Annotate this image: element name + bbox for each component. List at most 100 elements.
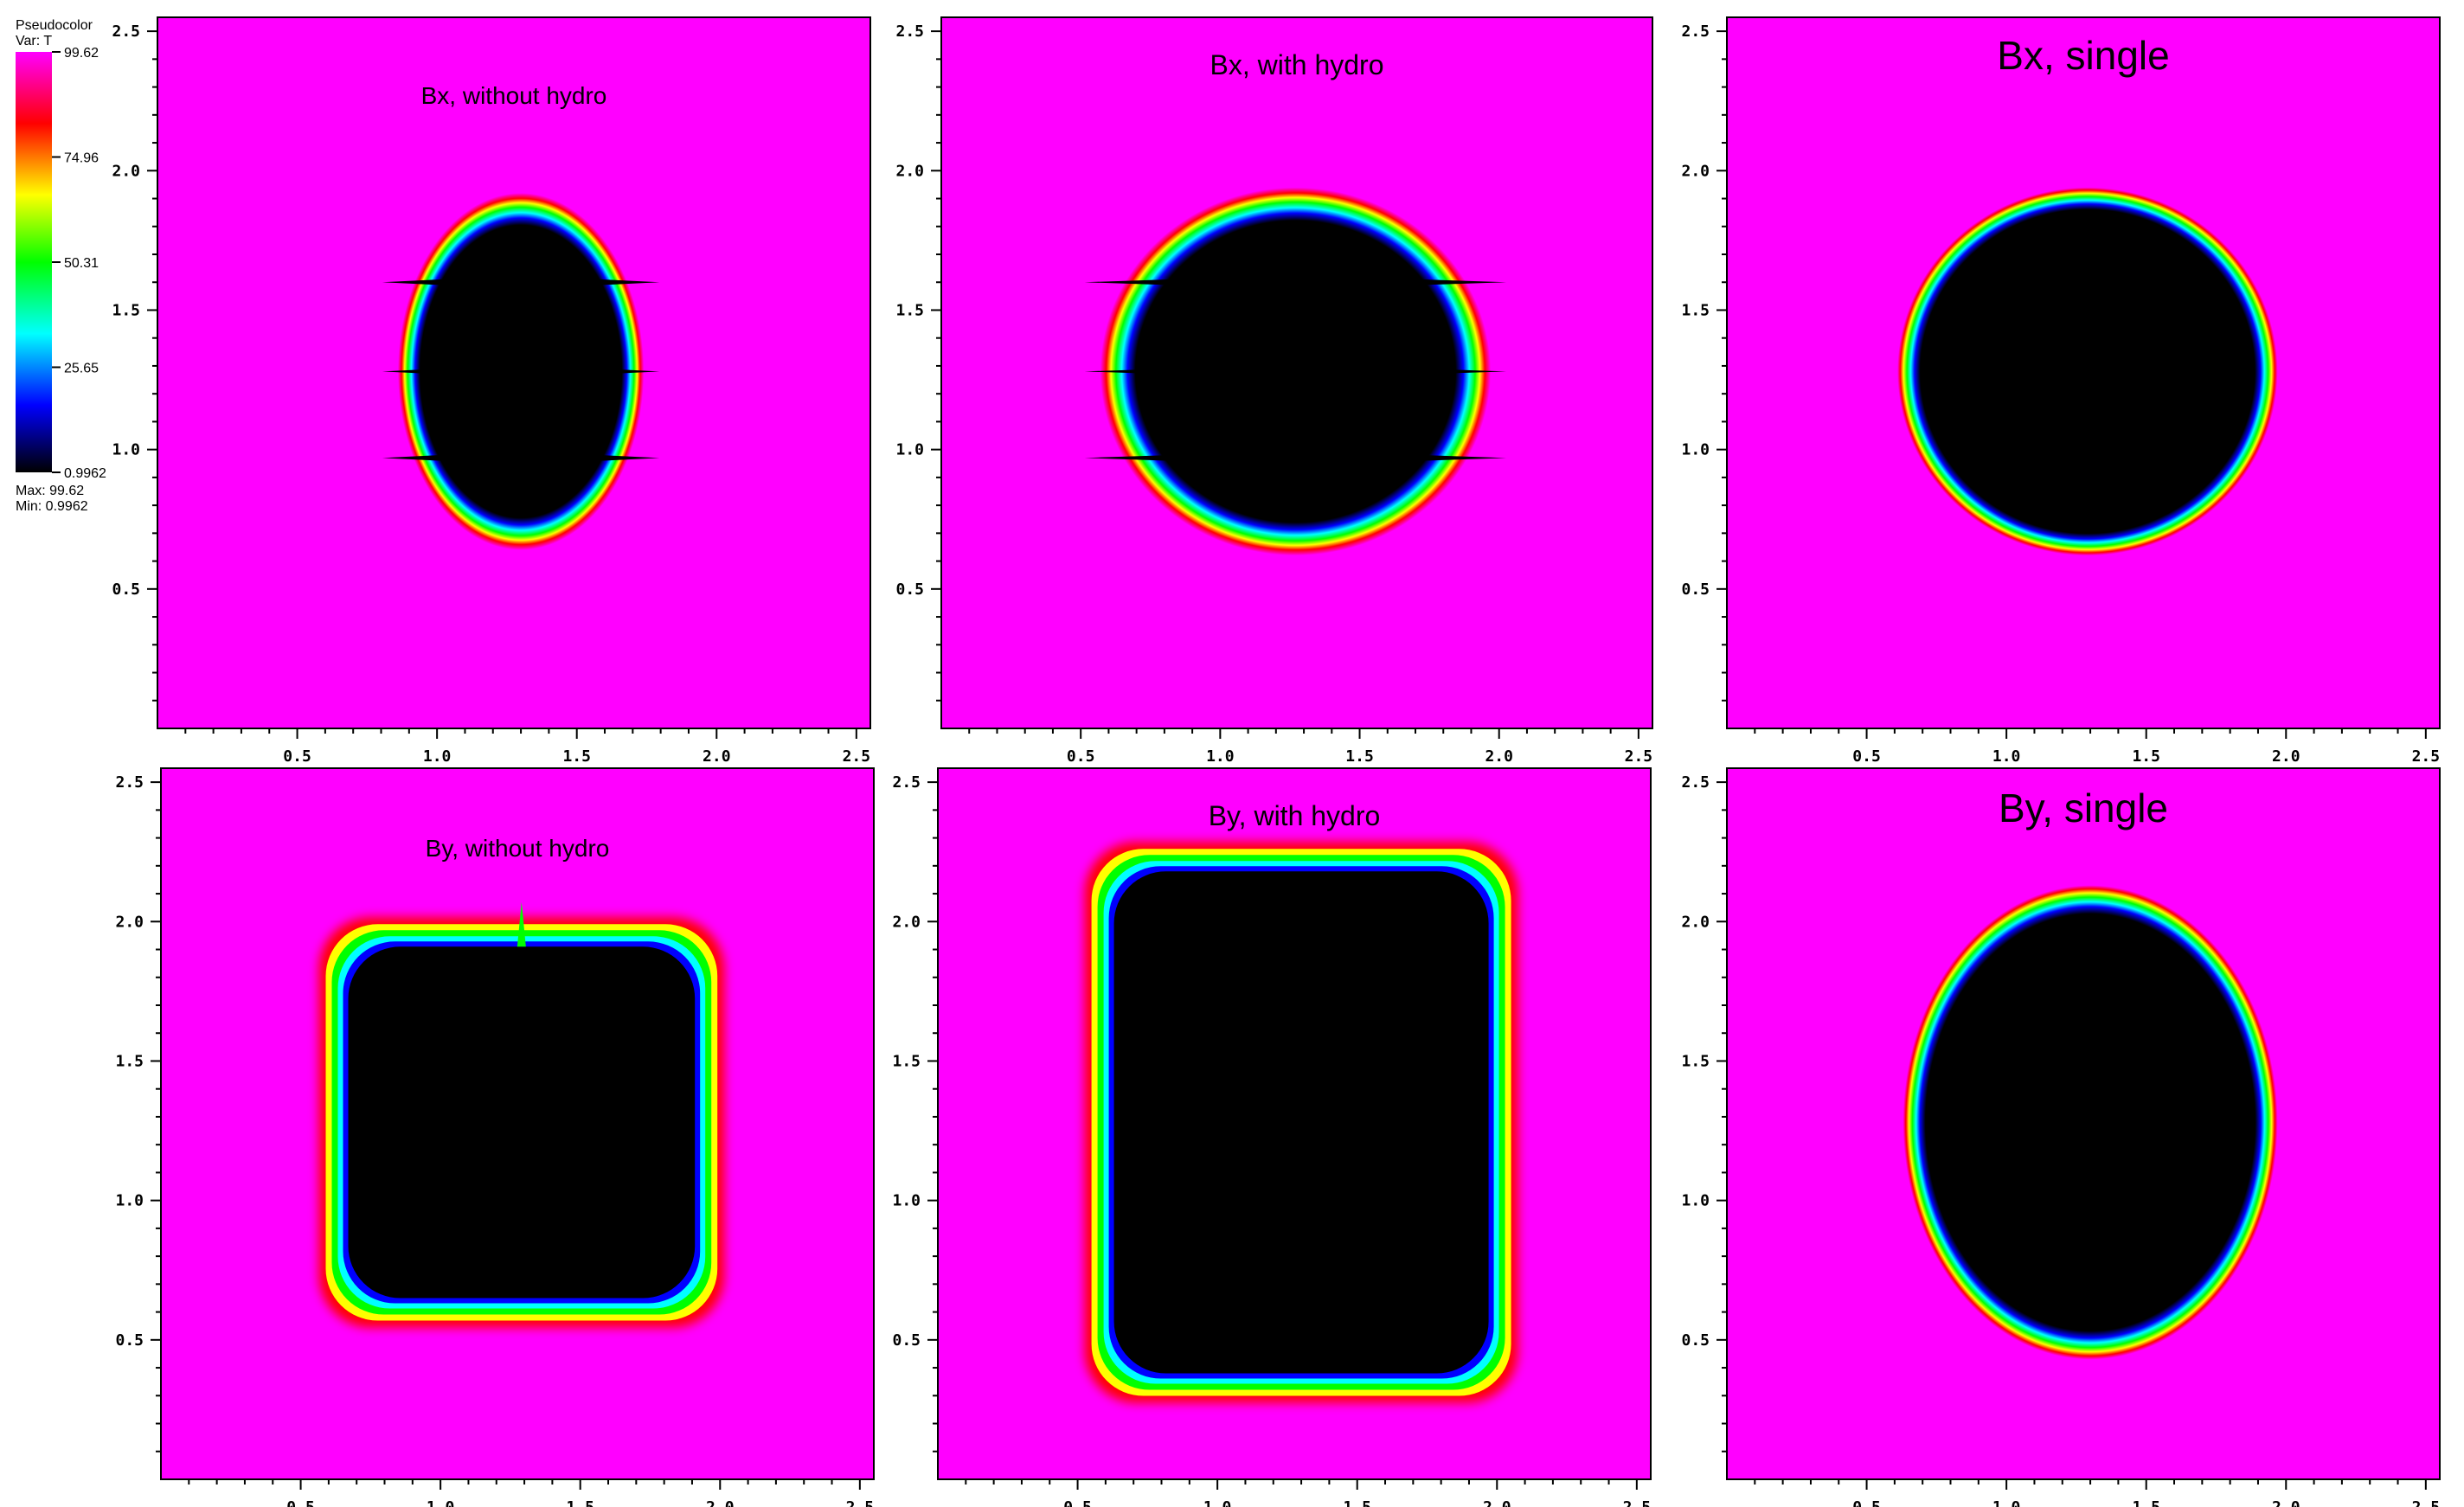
x-tick-label: 2.5 (2412, 747, 2441, 766)
spike (588, 368, 660, 375)
legend-tick-label: 74.96 (64, 151, 99, 166)
x-tick-label: 1.5 (2132, 747, 2160, 766)
cold-region (1903, 885, 2278, 1360)
legend-plot-type: Pseudocolor (16, 18, 93, 33)
y-tick-label: 2.5 (1681, 22, 1710, 41)
plot-frame (157, 16, 871, 729)
x-tick-label: 0.5 (1063, 1498, 1092, 1507)
y-tick-label: 2.5 (895, 22, 924, 41)
cold-region-layer (1113, 871, 1489, 1374)
legend-tick-label: 25.65 (64, 362, 99, 376)
x-tick-label: 2.0 (1485, 747, 1513, 766)
heatmap-panel: 0.5 1.0 1.5 2.0 2.5 0.5 1.0 1.5 2.0 2.5 Bx, single (1681, 16, 2441, 766)
panel-title: By, without hydro (426, 835, 610, 862)
x-tick-label: 1.0 (427, 1498, 455, 1507)
y-tick-label: 1.0 (115, 1192, 144, 1210)
plot-frame (1726, 767, 2441, 1480)
axes: 0.5 1.0 1.5 2.0 2.5 0.5 1.0 1.5 2.0 2.5 (1681, 773, 2440, 1507)
x-tick-label: 0.5 (283, 747, 311, 766)
y-tick-label: 2.5 (112, 22, 140, 41)
spike (1402, 454, 1507, 462)
y-tick-label: 1.0 (1681, 1192, 1710, 1210)
cold-region (1100, 187, 1492, 556)
field-region (318, 901, 725, 1328)
plot-frame (940, 16, 1653, 729)
y-tick-label: 1.5 (895, 301, 924, 319)
plot-frame (1726, 16, 2441, 729)
spike (382, 279, 453, 286)
colorbar (16, 52, 52, 472)
x-tick-label: 2.0 (1483, 1498, 1511, 1507)
axes: 0.5 1.0 1.5 2.0 2.5 0.5 1.0 1.5 2.0 2.5 (112, 22, 870, 766)
x-tick-label: 1.5 (2132, 1498, 2160, 1507)
panel-title: Bx, with hydro (1210, 49, 1384, 80)
y-tick-label: 1.0 (112, 441, 140, 459)
spike (382, 368, 453, 375)
y-tick-label: 1.5 (892, 1052, 921, 1070)
spike (1402, 368, 1507, 375)
legend-min: Min: 0.9962 (16, 499, 88, 514)
y-tick-label: 0.5 (1681, 580, 1710, 599)
colorbar-legend: Pseudocolor Var: T 99.62 74.96 50.31 25.65 0… (16, 18, 106, 514)
cold-region (1897, 187, 2278, 556)
y-tick-label: 0.5 (1681, 1331, 1710, 1350)
heatmap-panel: 0.5 1.0 1.5 2.0 2.5 0.5 1.0 1.5 2.0 2.5 By, single (1681, 767, 2441, 1507)
x-tick-label: 2.5 (1623, 1498, 1652, 1507)
x-tick-label: 1.0 (423, 747, 452, 766)
x-tick-label: 0.5 (286, 1498, 315, 1507)
y-tick-label: 0.5 (115, 1331, 144, 1350)
y-tick-label: 0.5 (895, 580, 924, 599)
y-tick-label: 2.0 (115, 913, 144, 931)
x-tick-label: 2.0 (2272, 747, 2300, 766)
y-tick-label: 2.0 (1681, 913, 1710, 931)
y-tick-label: 1.5 (1681, 1052, 1710, 1070)
y-tick-label: 2.0 (892, 913, 921, 931)
legend-max: Max: 99.62 (16, 484, 84, 498)
x-tick-label: 1.5 (562, 747, 591, 766)
x-tick-label: 0.5 (1852, 747, 1881, 766)
y-tick-label: 2.5 (1681, 773, 1710, 792)
x-tick-label: 1.5 (1345, 747, 1374, 766)
x-tick-label: 1.0 (1206, 747, 1235, 766)
x-tick-label: 2.5 (843, 747, 871, 766)
plot-frame (160, 767, 875, 1480)
y-tick-label: 0.5 (892, 1331, 921, 1350)
axes: 0.5 1.0 1.5 2.0 2.5 0.5 1.0 1.5 2.0 2.5 (892, 773, 1651, 1507)
y-tick-label: 1.0 (1681, 441, 1710, 459)
y-tick-label: 1.5 (115, 1052, 144, 1070)
y-tick-label: 2.0 (895, 162, 924, 180)
y-tick-label: 2.5 (892, 773, 921, 792)
panel-title: By, with hydro (1209, 800, 1381, 831)
y-tick-label: 2.0 (1681, 162, 1710, 180)
spike (1084, 368, 1189, 375)
heatmap-panel: 0.5 1.0 1.5 2.0 2.5 0.5 1.0 1.5 2.0 2.5 By, with h… (892, 767, 1652, 1507)
plot-frame (937, 767, 1652, 1480)
cold-region-layer (348, 946, 696, 1299)
y-tick-label: 1.5 (1681, 301, 1710, 319)
y-tick-label: 2.0 (112, 162, 140, 180)
x-tick-label: 1.0 (1992, 747, 2021, 766)
legend-tick-label: 50.31 (64, 256, 99, 271)
x-tick-label: 2.0 (706, 1498, 735, 1507)
axes: 0.5 1.0 1.5 2.0 2.5 0.5 1.0 1.5 2.0 2.5 (895, 22, 1652, 766)
field-region (1084, 187, 1507, 556)
spike (588, 279, 660, 286)
legend-var-label: Var: T (16, 34, 52, 48)
x-tick-label: 1.0 (1203, 1498, 1232, 1507)
spike (517, 901, 526, 947)
y-tick-label: 1.0 (892, 1192, 921, 1210)
x-tick-label: 0.5 (1067, 747, 1095, 766)
spike (1084, 279, 1189, 286)
field-region (1903, 885, 2278, 1360)
x-tick-label: 1.5 (1343, 1498, 1371, 1507)
spike (382, 454, 453, 462)
heatmap-panel: 0.5 1.0 1.5 2.0 2.5 0.5 1.0 1.5 2.0 2.5 By, withou… (115, 767, 875, 1507)
spike (1084, 454, 1189, 462)
legend-tick-label: 0.9962 (64, 466, 106, 481)
x-tick-label: 2.5 (1625, 747, 1653, 766)
panel-title: Bx, without hydro (421, 82, 607, 109)
y-tick-label: 1.0 (895, 441, 924, 459)
x-tick-label: 1.5 (566, 1498, 594, 1507)
x-tick-label: 1.0 (1992, 1498, 2021, 1507)
